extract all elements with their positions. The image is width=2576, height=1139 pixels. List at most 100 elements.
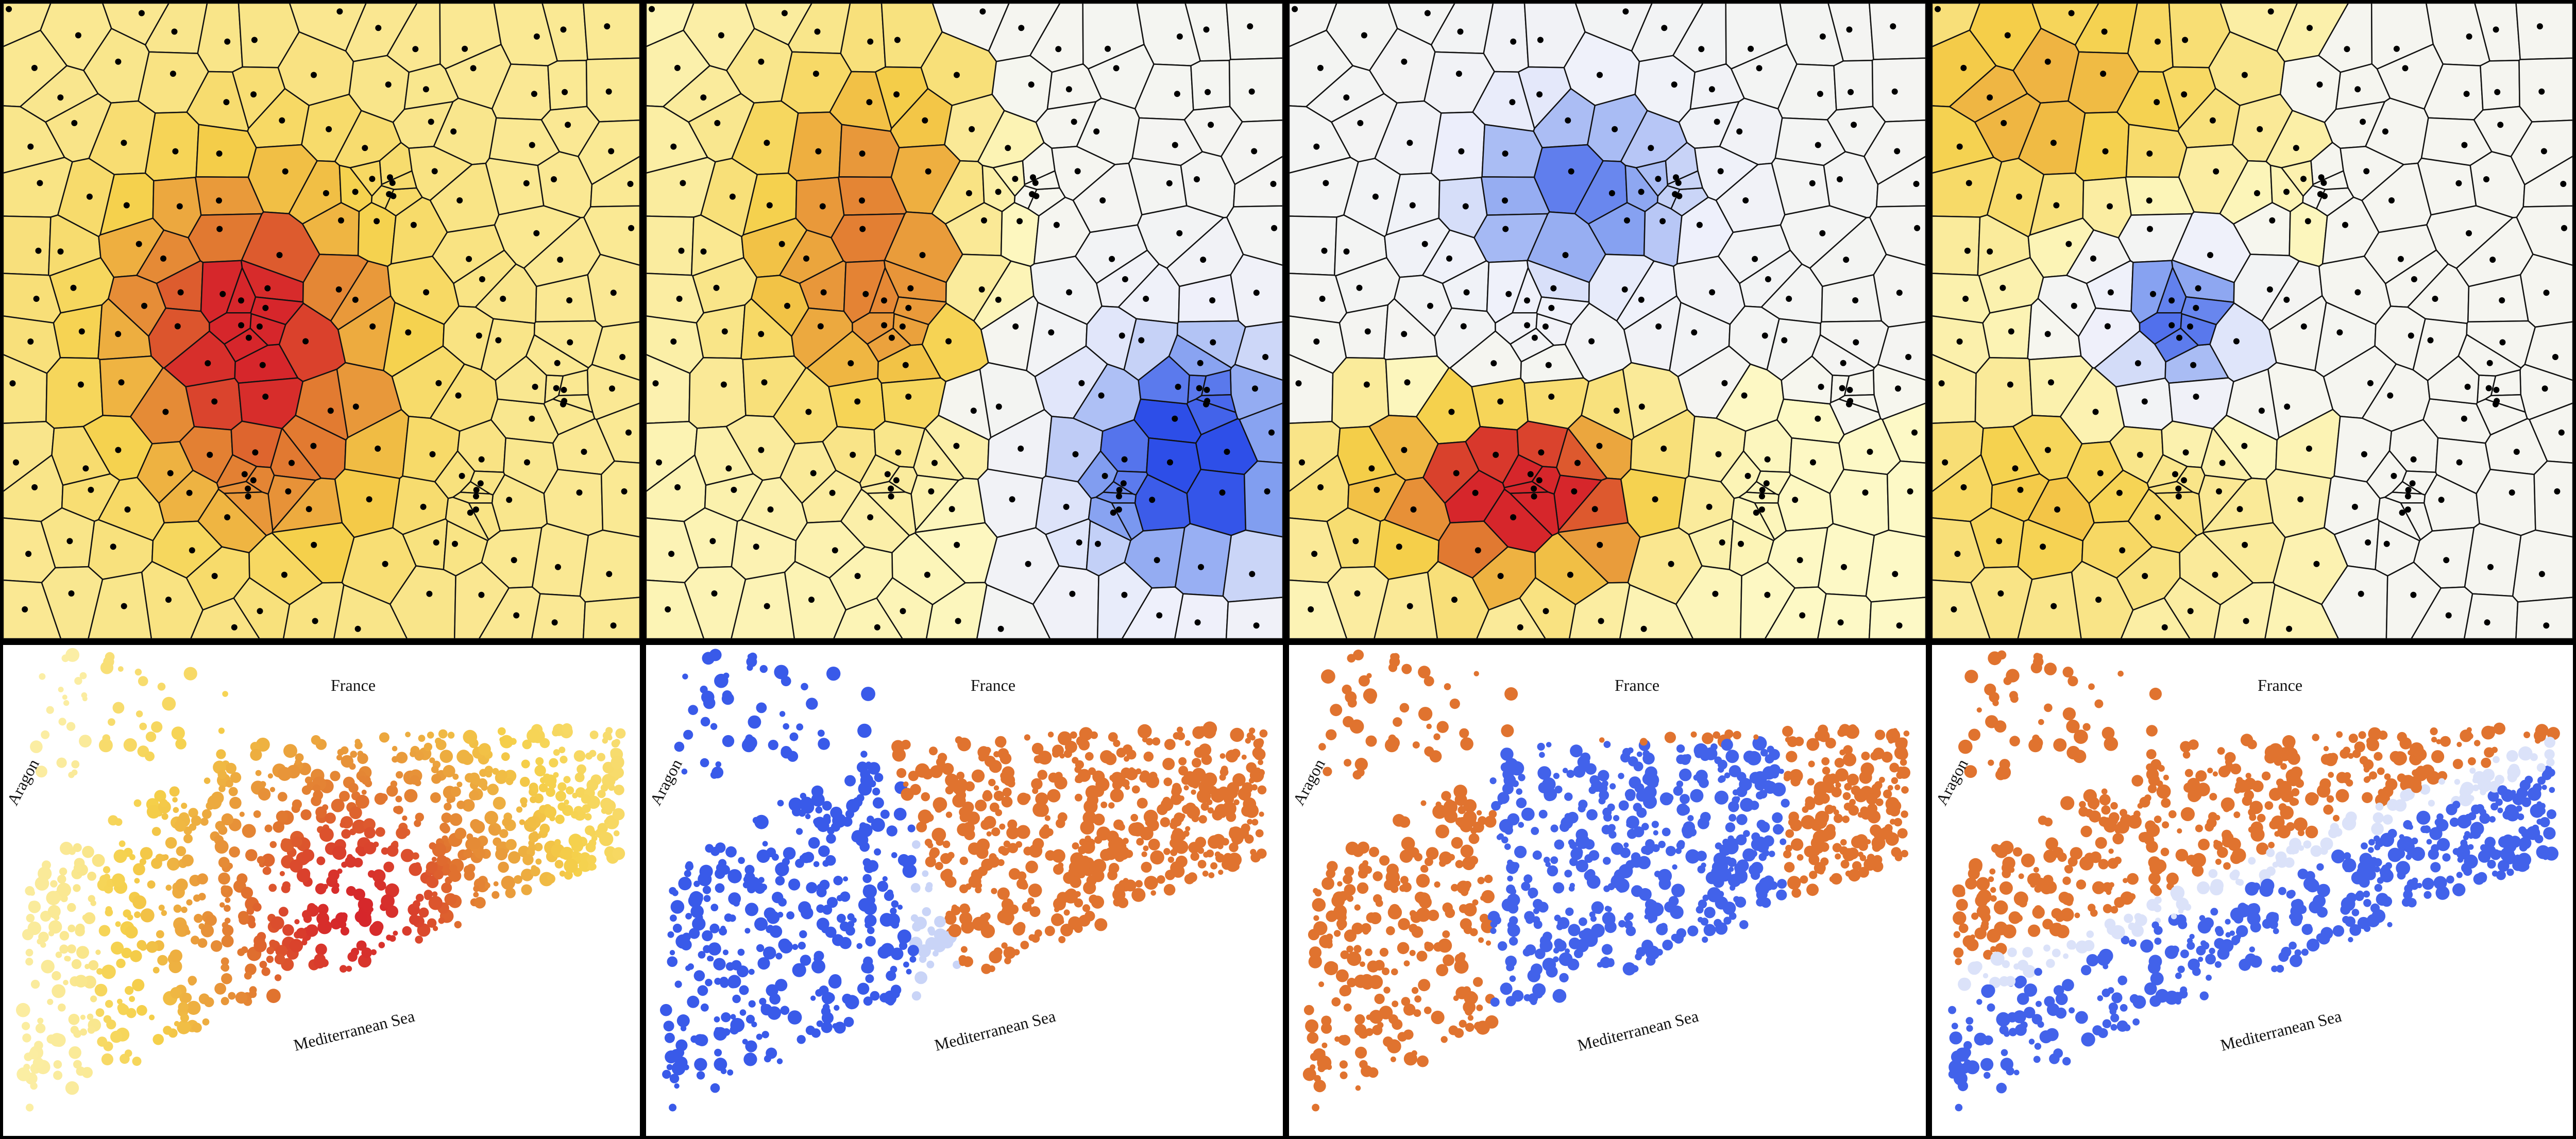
municipality-point: [386, 845, 399, 857]
municipality-point: [1313, 1048, 1326, 1061]
site-dot: [2044, 447, 2051, 453]
municipality-point: [1625, 926, 1636, 937]
site-dot: [423, 289, 430, 296]
municipality-point: [202, 1018, 210, 1026]
site-dot: [674, 64, 681, 71]
site-dot: [354, 625, 361, 632]
municipality-point: [2117, 975, 2127, 985]
municipality-point: [692, 917, 706, 931]
municipality-point: [1184, 740, 1191, 746]
site-dot: [781, 10, 788, 16]
municipality-point: [250, 749, 262, 761]
site-dot: [1299, 459, 1305, 466]
voronoi-cell: [2518, 57, 2573, 123]
site-dot: [1612, 126, 1618, 132]
municipality-point: [1128, 822, 1142, 836]
municipality-point: [959, 959, 967, 966]
site-dot: [2484, 619, 2490, 626]
municipality-point: [138, 676, 148, 686]
municipality-point: [1993, 900, 2008, 915]
map-svg-d: [1948, 650, 2560, 1112]
municipality-point: [993, 785, 999, 791]
municipality-point: [1753, 771, 1767, 785]
site-dot: [713, 284, 720, 291]
municipality-point: [805, 1025, 816, 1035]
site-dot: [604, 23, 611, 30]
municipality-point: [1017, 792, 1030, 805]
municipality-point: [1312, 898, 1326, 912]
municipality-point: [1835, 782, 1841, 788]
site-dot: [1176, 230, 1183, 236]
site-dot: [2219, 460, 2226, 466]
municipality-point: [429, 757, 435, 763]
municipality-point: [730, 1014, 736, 1020]
municipality-point: [2053, 1048, 2063, 1058]
municipality-point: [1463, 799, 1477, 813]
municipality-point: [1191, 789, 1196, 795]
site-dot: [721, 328, 728, 335]
site-dot: [2317, 191, 2324, 197]
municipality-point: [428, 896, 443, 910]
municipality-point: [615, 728, 626, 739]
municipality-point: [1642, 773, 1654, 785]
municipality-point: [2208, 869, 2218, 878]
municipality-point: [1570, 847, 1583, 860]
site-dot: [1101, 472, 1108, 479]
municipality-point: [781, 676, 791, 687]
municipality-point: [173, 904, 182, 913]
site-dot: [1149, 497, 1156, 503]
municipality-point: [30, 740, 43, 753]
site-dot: [2540, 148, 2547, 155]
municipality-point: [1577, 756, 1590, 769]
site-dot: [2095, 597, 2102, 603]
municipality-point: [230, 772, 242, 783]
municipality-point: [136, 1005, 147, 1016]
site-dot: [2494, 398, 2500, 404]
municipality-point: [55, 985, 65, 996]
site-dot: [1567, 571, 1573, 578]
site-dot: [1063, 503, 1070, 510]
municipality-point: [333, 882, 340, 889]
municipality-point: [116, 958, 126, 968]
municipality-point: [106, 1019, 116, 1030]
municipality-point: [1588, 850, 1600, 861]
municipality-point: [1426, 723, 1432, 729]
municipality-point: [1624, 915, 1631, 922]
municipality-point: [381, 894, 395, 908]
site-dot: [476, 332, 482, 339]
site-dot: [2071, 302, 2077, 309]
site-dot: [2102, 148, 2109, 155]
site-dot: [429, 451, 436, 457]
municipality-point: [1333, 930, 1341, 937]
municipality-point: [1815, 730, 1825, 741]
municipality-point: [364, 827, 376, 839]
municipality-point: [2316, 933, 2325, 942]
municipality-point: [2121, 936, 2130, 945]
municipality-point: [204, 777, 211, 784]
municipality-point: [336, 755, 343, 761]
municipality-point: [831, 822, 840, 832]
municipality-point: [1715, 842, 1722, 849]
site-dot: [1009, 496, 1015, 503]
municipality-point: [554, 839, 561, 846]
site-dot: [1156, 612, 1163, 619]
municipality-point: [1964, 1059, 1971, 1066]
site-dot: [2306, 445, 2312, 452]
municipality-point: [1509, 937, 1518, 946]
municipality-point: [70, 1026, 79, 1034]
municipality-point: [721, 1012, 731, 1023]
municipality-point: [568, 834, 583, 848]
municipality-point: [1389, 904, 1400, 915]
municipality-point: [1163, 777, 1173, 787]
municipality-point: [2221, 797, 2235, 811]
municipality-point: [1069, 861, 1081, 873]
site-dot: [758, 58, 765, 65]
municipality-point: [218, 857, 230, 869]
municipality-point: [896, 768, 907, 778]
site-dot: [1317, 64, 1324, 71]
municipality-point: [1074, 766, 1081, 773]
municipality-point: [698, 951, 706, 959]
municipality-point: [1007, 902, 1013, 907]
municipality-point: [390, 780, 398, 788]
municipality-point: [2081, 1032, 2095, 1047]
